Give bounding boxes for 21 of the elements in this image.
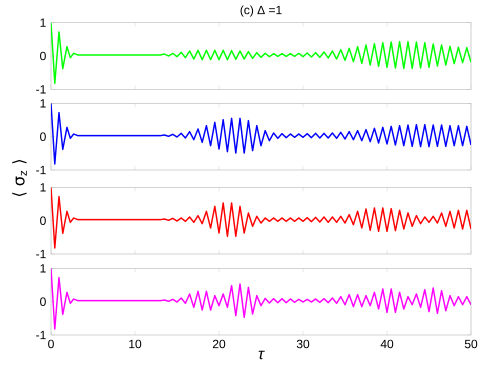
chart-title: (c) Δ =1 [240, 5, 282, 17]
y-tick-label: -1 [36, 85, 46, 94]
y-tick-label: 0 [40, 52, 46, 60]
y-tick-label: 0 [40, 297, 46, 306]
y-tick-label: 1 [40, 264, 46, 272]
x-tick-label: 30 [296, 340, 310, 348]
x-tick-label: 50 [464, 340, 478, 348]
y-tick-label: -1 [36, 166, 46, 174]
y-tick-label: -1 [36, 250, 46, 258]
x-tick-label: 40 [380, 340, 394, 348]
y-tick-label: -1 [36, 330, 46, 340]
y-tick-label: 1 [40, 183, 46, 192]
y-axis-title: ⟨ σ$_{z}$ ⟩ [12, 160, 27, 196]
y-tick-label: 1 [40, 99, 46, 108]
x-tick-label: 20 [212, 340, 226, 348]
y-tick-label: 0 [40, 132, 46, 141]
y-tick-label: 1 [40, 18, 46, 27]
x-tick-label: 10 [129, 340, 142, 348]
x-axis-title: τ [258, 350, 265, 360]
x-tick-label: 0 [48, 340, 54, 348]
y-tick-label: 0 [40, 216, 46, 225]
